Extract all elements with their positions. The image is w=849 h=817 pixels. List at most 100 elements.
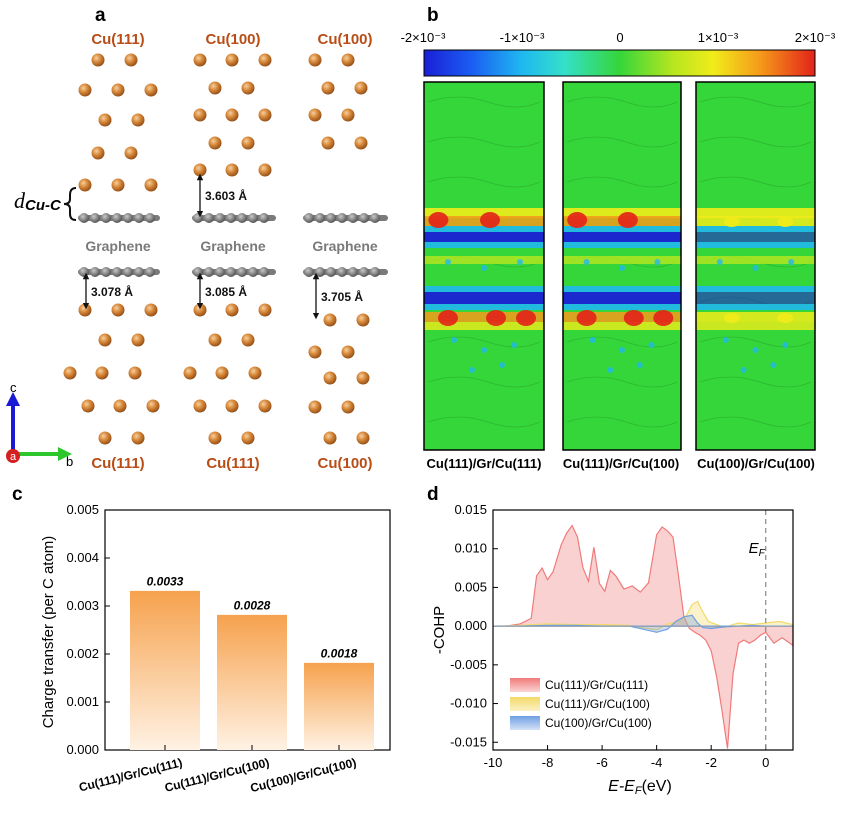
carbon-atom: [237, 213, 247, 223]
density-map-2: [562, 81, 682, 451]
density-dot: [445, 259, 451, 265]
density-dot: [619, 347, 625, 353]
cu-atom: [131, 113, 145, 127]
legend-label-1: Cu(111)/Gr/Cu(111): [545, 678, 648, 692]
c-ylabel: Charge transfer (per C atom): [40, 536, 57, 729]
cu-atom: [124, 146, 138, 160]
d-ytick-label: -0.015: [450, 734, 487, 749]
contour-line: [566, 336, 678, 348]
cu-atom: [341, 345, 355, 359]
cu-atom: [144, 178, 158, 192]
contour-line: [566, 376, 678, 388]
gap-lower-col3: 3.705 Å: [321, 289, 363, 304]
carbon-atom: [226, 213, 236, 223]
cu-atom: [241, 333, 255, 347]
carbon-atom: [215, 267, 225, 277]
cu-atom: [241, 136, 255, 150]
charge-bar-value: 0.0018: [321, 647, 358, 661]
d-xtick-label: -2: [705, 755, 717, 770]
d-ytick-label: 0.010: [454, 541, 487, 556]
d-xtick-label: -4: [651, 755, 663, 770]
cu-atom: [128, 366, 142, 380]
contour-line: [427, 96, 541, 108]
colorbar-tick-1: -2×10⁻³: [401, 30, 446, 45]
d-ytick-label: 0.000: [454, 618, 487, 633]
charge-bar-3: [304, 663, 374, 750]
contour-line: [699, 176, 812, 188]
legend-label-2: Cu(111)/Gr/Cu(100): [545, 697, 650, 711]
legend-label-3: Cu(100)/Gr/Cu(100): [545, 716, 652, 730]
carbon-atom: [259, 267, 269, 277]
carbon-atom: [337, 213, 347, 223]
panel-b-label: b: [427, 5, 439, 26]
b-axis-label: b: [66, 454, 73, 469]
charge-bar-2: [217, 615, 287, 750]
d-xtick-label: -8: [542, 755, 554, 770]
dcu-c-symbol: dCu-C: [14, 188, 62, 214]
carbon-atom: [134, 267, 144, 277]
density-band: [424, 232, 544, 242]
graphene-label-3: Graphene: [312, 238, 378, 254]
cu-atom: [258, 303, 272, 317]
density-hotspot: [723, 313, 740, 323]
panel-c: c Charge transfer (per C atom) 0.000 0.00…: [12, 484, 391, 795]
map-frame: [562, 81, 682, 451]
cu-atom: [321, 81, 335, 95]
cu-atom: [146, 399, 160, 413]
cu-atom: [308, 400, 322, 414]
density-map-1: [423, 81, 545, 451]
col2-top-label: Cu(100): [205, 31, 260, 48]
density-band: [696, 216, 815, 226]
panel-d: d -COHP -10 -8 -6 -4 -2 0 0.015 0.010 0.005 0.000…: [427, 484, 794, 797]
cu-atom: [241, 431, 255, 445]
d-ytick-label: -0.005: [450, 657, 487, 672]
density-band: [696, 226, 815, 232]
density-band: [563, 322, 681, 330]
d-ytick-label: 0.005: [454, 579, 487, 594]
charge-bar-1: [130, 591, 200, 750]
cu-atom: [95, 366, 109, 380]
contour-line: [699, 376, 812, 388]
cu-atom: [98, 333, 112, 347]
cu-atom: [193, 163, 207, 177]
density-dot: [481, 347, 487, 353]
density-hotspot: [567, 212, 588, 228]
density-hotspot: [777, 313, 794, 323]
density-hotspot: [516, 310, 536, 326]
charge-bar-value: 0.0033: [147, 575, 184, 589]
carbon-atom: [226, 267, 236, 277]
cu-atom: [308, 345, 322, 359]
panel-a-label: a: [95, 5, 106, 26]
cu-atom: [225, 108, 239, 122]
contour-line: [427, 336, 541, 348]
carbon-atom: [237, 267, 247, 277]
carbon-atom: [370, 267, 380, 277]
density-band: [696, 312, 815, 322]
cu-atom: [111, 303, 125, 317]
carbon-atom: [193, 267, 203, 277]
density-dot: [752, 265, 759, 271]
legend-swatch-2: [510, 697, 540, 711]
c-axis-arrowhead: [6, 392, 20, 406]
carbon-atom: [326, 213, 336, 223]
d-xtick-label: 0: [762, 755, 769, 770]
density-dot: [716, 259, 723, 265]
density-dot: [782, 342, 789, 348]
density-dot: [740, 367, 747, 373]
density-band: [696, 286, 815, 292]
density-hotspot: [480, 212, 500, 228]
c-ytick-label: 0.000: [66, 742, 99, 757]
colorbar-tick-5: 2×10⁻³: [795, 30, 836, 45]
density-dot: [654, 259, 661, 265]
a-axis-dot: [6, 449, 20, 463]
density-hotspot: [777, 217, 794, 227]
density-hotspot: [723, 217, 740, 227]
carbon-atom: [90, 213, 100, 223]
cu-atom: [208, 431, 222, 445]
b-axis-arrowhead: [58, 447, 72, 461]
cu-atom: [81, 399, 95, 413]
cu-atom: [208, 333, 222, 347]
contour-line: [427, 136, 541, 148]
density-band: [563, 226, 681, 232]
gap-upper-col2: 3.603 Å: [205, 188, 247, 203]
